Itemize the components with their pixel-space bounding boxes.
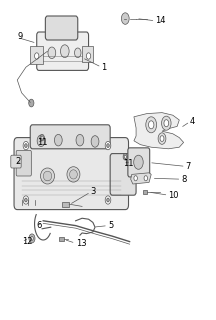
Circle shape (60, 45, 69, 58)
Circle shape (158, 133, 166, 144)
Circle shape (35, 53, 39, 59)
FancyBboxPatch shape (11, 155, 21, 168)
Circle shape (86, 53, 91, 59)
Circle shape (31, 236, 33, 240)
FancyBboxPatch shape (30, 125, 110, 149)
Ellipse shape (67, 167, 80, 182)
Text: 2: 2 (15, 157, 20, 166)
Ellipse shape (70, 170, 77, 179)
Circle shape (162, 116, 171, 130)
Circle shape (41, 136, 43, 139)
FancyBboxPatch shape (16, 150, 31, 176)
Polygon shape (134, 113, 184, 149)
Text: 13: 13 (76, 239, 86, 248)
Circle shape (149, 121, 154, 129)
Bar (143, 190, 147, 194)
Circle shape (105, 196, 111, 204)
Circle shape (23, 141, 29, 150)
Circle shape (75, 48, 81, 58)
FancyBboxPatch shape (37, 32, 89, 70)
Circle shape (121, 13, 129, 24)
Ellipse shape (41, 168, 54, 184)
Circle shape (134, 155, 143, 169)
Circle shape (76, 134, 84, 146)
Circle shape (144, 176, 148, 181)
Circle shape (164, 120, 169, 127)
Text: 1: 1 (102, 63, 107, 72)
Ellipse shape (43, 171, 52, 181)
Circle shape (29, 234, 35, 243)
Text: 14: 14 (156, 16, 166, 25)
Text: 6: 6 (37, 221, 42, 230)
Text: 5: 5 (108, 221, 113, 230)
Text: 10: 10 (168, 191, 179, 200)
Circle shape (29, 99, 34, 107)
Circle shape (107, 144, 109, 148)
Circle shape (123, 154, 127, 160)
Circle shape (134, 176, 137, 181)
Text: 4: 4 (190, 117, 195, 126)
Circle shape (91, 136, 99, 147)
Bar (82, 46, 93, 62)
Bar (30, 46, 43, 64)
Bar (62, 202, 69, 207)
Text: 9: 9 (17, 32, 22, 41)
Circle shape (48, 47, 56, 59)
Circle shape (105, 141, 111, 150)
FancyBboxPatch shape (14, 138, 129, 210)
FancyBboxPatch shape (110, 154, 136, 195)
Text: 11: 11 (123, 159, 134, 168)
Circle shape (25, 144, 27, 148)
Circle shape (37, 135, 45, 147)
Circle shape (25, 198, 27, 202)
Text: 11: 11 (37, 138, 47, 147)
Text: 12: 12 (22, 237, 32, 246)
Circle shape (146, 117, 157, 133)
Circle shape (54, 134, 62, 146)
Text: 3: 3 (91, 188, 96, 196)
Polygon shape (131, 173, 151, 184)
Circle shape (124, 155, 126, 158)
Circle shape (40, 134, 44, 141)
FancyBboxPatch shape (45, 16, 78, 40)
Text: 8: 8 (181, 175, 187, 184)
Circle shape (160, 136, 164, 141)
Text: 7: 7 (186, 162, 191, 171)
Circle shape (107, 198, 109, 202)
FancyBboxPatch shape (128, 148, 150, 177)
Circle shape (23, 196, 29, 204)
Bar (59, 237, 64, 241)
